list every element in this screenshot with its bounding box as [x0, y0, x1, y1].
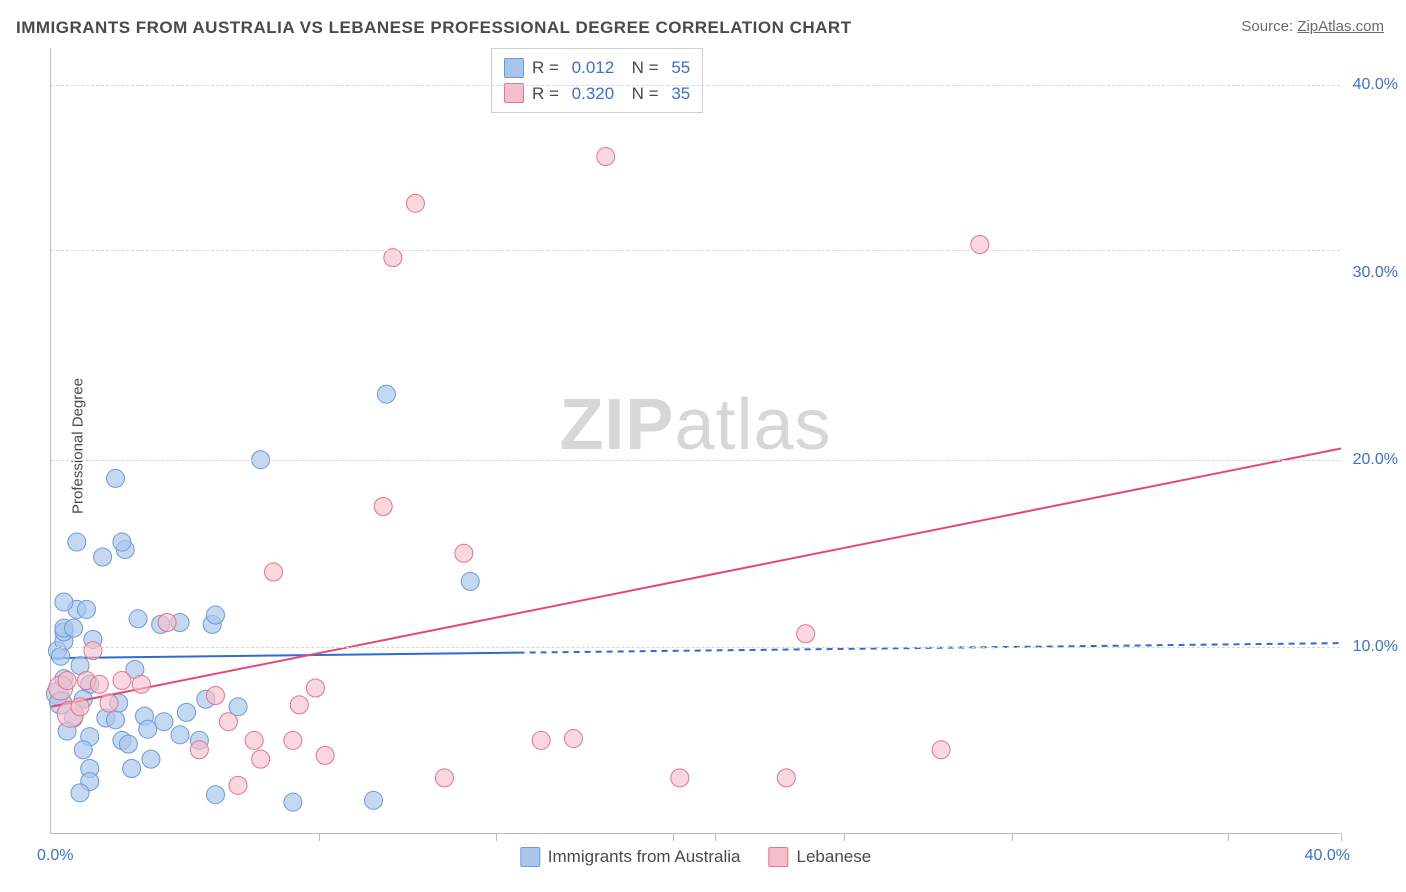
data-point — [377, 385, 395, 403]
data-point — [365, 791, 383, 809]
data-point — [265, 563, 283, 581]
data-point — [71, 784, 89, 802]
source-label: Source: — [1241, 18, 1297, 35]
data-point — [155, 713, 173, 731]
trendline-extrapolated — [519, 643, 1341, 653]
gridline — [51, 460, 1340, 461]
data-point — [245, 731, 263, 749]
data-point — [797, 625, 815, 643]
data-point — [68, 533, 86, 551]
source-link[interactable]: ZipAtlas.com — [1297, 18, 1384, 35]
x-axis-max-label: 40.0% — [1305, 847, 1350, 865]
data-point — [90, 675, 108, 693]
data-point — [229, 776, 247, 794]
x-tick — [715, 833, 716, 841]
y-tick-label: 30.0% — [1353, 264, 1398, 282]
x-tick — [1228, 833, 1229, 841]
trendline — [51, 653, 519, 658]
data-point — [77, 600, 95, 618]
data-point — [777, 769, 795, 787]
legend-series: Immigrants from Australia Lebanese — [520, 847, 871, 867]
data-point — [435, 769, 453, 787]
data-point — [113, 672, 131, 690]
data-point — [671, 769, 689, 787]
data-point — [52, 647, 70, 665]
data-point — [123, 760, 141, 778]
y-tick-label: 10.0% — [1353, 638, 1398, 656]
data-point — [252, 750, 270, 768]
data-point — [55, 593, 73, 611]
legend-series-item-0: Immigrants from Australia — [520, 847, 741, 867]
chart-container: IMMIGRANTS FROM AUSTRALIA VS LEBANESE PR… — [0, 0, 1406, 892]
legend-series-label-0: Immigrants from Australia — [548, 847, 741, 867]
data-point — [384, 249, 402, 267]
data-point — [374, 498, 392, 516]
gridline — [51, 250, 1340, 251]
data-point — [406, 194, 424, 212]
y-tick-label: 40.0% — [1353, 76, 1398, 94]
data-point — [306, 679, 324, 697]
data-point — [932, 741, 950, 759]
plot-area: ZIPatlas R = 0.012 N = 55 R = 0.320 N = … — [50, 48, 1340, 834]
y-tick-label: 20.0% — [1353, 451, 1398, 469]
data-point — [219, 713, 237, 731]
data-point — [71, 698, 89, 716]
legend-series-label-1: Lebanese — [797, 847, 872, 867]
chart-title: IMMIGRANTS FROM AUSTRALIA VS LEBANESE PR… — [16, 18, 852, 38]
data-point — [284, 793, 302, 811]
legend-series-swatch-1 — [769, 847, 789, 867]
data-point — [455, 544, 473, 562]
data-point — [290, 696, 308, 714]
data-point — [113, 533, 131, 551]
x-axis-min-label: 0.0% — [37, 847, 73, 865]
data-point — [206, 786, 224, 804]
trendline — [51, 448, 1341, 706]
data-point — [206, 606, 224, 624]
data-point — [107, 469, 125, 487]
x-tick — [673, 833, 674, 841]
data-point — [171, 726, 189, 744]
data-point — [597, 148, 615, 166]
data-point — [119, 735, 137, 753]
data-point — [206, 687, 224, 705]
data-point — [461, 572, 479, 590]
data-point — [84, 642, 102, 660]
data-point — [316, 746, 334, 764]
data-point — [142, 750, 160, 768]
gridline — [51, 85, 1340, 86]
source-attribution: Source: ZipAtlas.com — [1241, 18, 1384, 35]
x-tick — [1341, 833, 1342, 841]
data-point — [190, 741, 208, 759]
data-point — [65, 619, 83, 637]
legend-series-item-1: Lebanese — [769, 847, 872, 867]
data-point — [94, 548, 112, 566]
plot-svg — [51, 48, 1340, 833]
data-point — [58, 672, 76, 690]
data-point — [284, 731, 302, 749]
x-tick — [844, 833, 845, 841]
x-tick — [1012, 833, 1013, 841]
data-point — [74, 741, 92, 759]
data-point — [132, 675, 150, 693]
data-point — [532, 731, 550, 749]
data-point — [129, 610, 147, 628]
data-point — [100, 694, 118, 712]
data-point — [107, 711, 125, 729]
legend-series-swatch-0 — [520, 847, 540, 867]
data-point — [139, 720, 157, 738]
x-tick — [496, 833, 497, 841]
data-point — [158, 614, 176, 632]
gridline — [51, 647, 1340, 648]
data-point — [564, 730, 582, 748]
x-tick — [319, 833, 320, 841]
data-point — [177, 703, 195, 721]
